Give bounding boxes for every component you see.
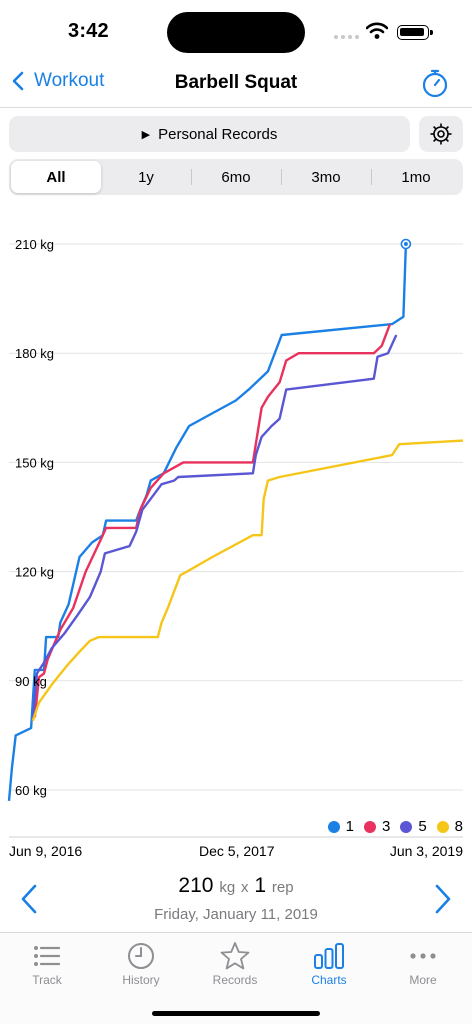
tab-bar: Track History Records <box>0 932 472 1024</box>
legend-label: 3 <box>381 818 391 835</box>
series-line-8 <box>31 439 464 722</box>
range-6mo[interactable]: 6mo <box>191 161 281 193</box>
status-time: 3:42 <box>68 20 109 42</box>
chart-settings-button[interactable] <box>419 116 463 152</box>
legend-item: 5 <box>400 818 427 835</box>
series-line-1 <box>7 243 408 802</box>
home-indicator <box>152 1011 320 1016</box>
wifi-icon <box>366 22 388 39</box>
x-tick-label: Jun 3, 2019 <box>389 843 463 859</box>
tab-charts[interactable]: Charts <box>282 939 376 987</box>
tab-track[interactable]: Track <box>0 939 94 987</box>
clock-icon <box>128 943 154 969</box>
x-axis-labels: Jun 9, 2016 Dec 5, 2017 Jun 3, 2019 <box>0 843 472 863</box>
personal-records-label: Personal Records <box>158 125 278 143</box>
legend-item: 3 <box>363 818 391 835</box>
status-bar: 3:42 <box>0 0 472 60</box>
times-sign: x <box>241 879 249 896</box>
gear-icon <box>430 123 452 145</box>
legend-swatch <box>363 820 376 833</box>
legend-swatch <box>327 820 340 833</box>
y-tick-label: 90 kg <box>15 674 47 689</box>
chart-svg[interactable]: 210 kg 180 kg 150 kg 120 kg 90 kg 60 kg <box>0 220 472 840</box>
tab-label: Track <box>32 973 62 987</box>
back-label: Workout <box>34 70 105 91</box>
x-tick-label: Dec 5, 2017 <box>199 843 275 859</box>
progress-chart[interactable]: 210 kg 180 kg 150 kg 120 kg 90 kg 60 kg <box>0 220 472 860</box>
bar-chart-icon <box>314 943 344 969</box>
battery-icon <box>397 25 433 40</box>
tab-more[interactable]: More <box>376 939 470 987</box>
dynamic-island <box>167 12 305 53</box>
range-3mo[interactable]: 3mo <box>281 161 371 193</box>
tab-label: Charts <box>311 973 347 987</box>
selected-reps-unit: rep <box>271 879 294 896</box>
selected-point-dot <box>403 242 408 246</box>
x-tick-label: Jun 9, 2016 <box>9 843 83 859</box>
range-1y[interactable]: 1y <box>138 168 154 186</box>
range-segmented-control: All 1y 6mo 3mo 1mo <box>9 159 463 195</box>
play-icon: ▶ <box>141 128 151 141</box>
series-line-5 <box>31 334 398 721</box>
series-line-3 <box>33 323 392 718</box>
selected-record-summary: 210 kg x 1 rep <box>0 874 472 898</box>
legend-swatch <box>400 820 413 833</box>
previous-record-button[interactable] <box>18 884 40 914</box>
range-1mo[interactable]: 1mo <box>371 161 461 193</box>
legend-label: 1 <box>345 818 354 835</box>
list-icon <box>34 946 61 966</box>
tab-records[interactable]: Records <box>188 939 282 987</box>
stopwatch-icon[interactable] <box>420 68 450 98</box>
legend-item: 1 <box>327 818 354 835</box>
cellular-signal-icon <box>334 35 359 39</box>
y-tick-label: 210 kg <box>15 237 54 252</box>
y-tick-label: 150 kg <box>15 455 54 470</box>
tab-label: More <box>409 973 437 987</box>
y-tick-label: 180 kg <box>15 346 54 361</box>
star-icon <box>220 942 250 970</box>
range-all[interactable]: All <box>11 161 101 193</box>
back-button[interactable]: Workout <box>12 70 104 92</box>
y-tick-label: 60 kg <box>15 783 47 798</box>
chevron-left-icon <box>12 71 24 91</box>
legend-label: 8 <box>454 818 463 835</box>
navigation-bar: Workout Barbell Squat <box>0 60 472 108</box>
ellipsis-icon <box>410 953 436 959</box>
y-tick-label: 120 kg <box>15 565 54 580</box>
selected-record-date: Friday, January 11, 2019 <box>154 906 318 923</box>
selected-weight-unit: kg <box>219 879 236 896</box>
next-record-button[interactable] <box>432 884 454 914</box>
selected-reps: 1 <box>254 874 267 897</box>
selected-weight: 210 <box>178 874 214 897</box>
personal-records-button[interactable]: ▶ Personal Records <box>9 116 410 152</box>
legend-swatch <box>436 820 449 833</box>
chart-legend: 1 3 5 8 <box>327 818 463 835</box>
legend-label: 5 <box>418 818 427 835</box>
tab-label: History <box>122 973 160 987</box>
tab-history[interactable]: History <box>94 939 188 987</box>
tab-label: Records <box>212 973 258 987</box>
legend-item: 8 <box>436 818 463 835</box>
